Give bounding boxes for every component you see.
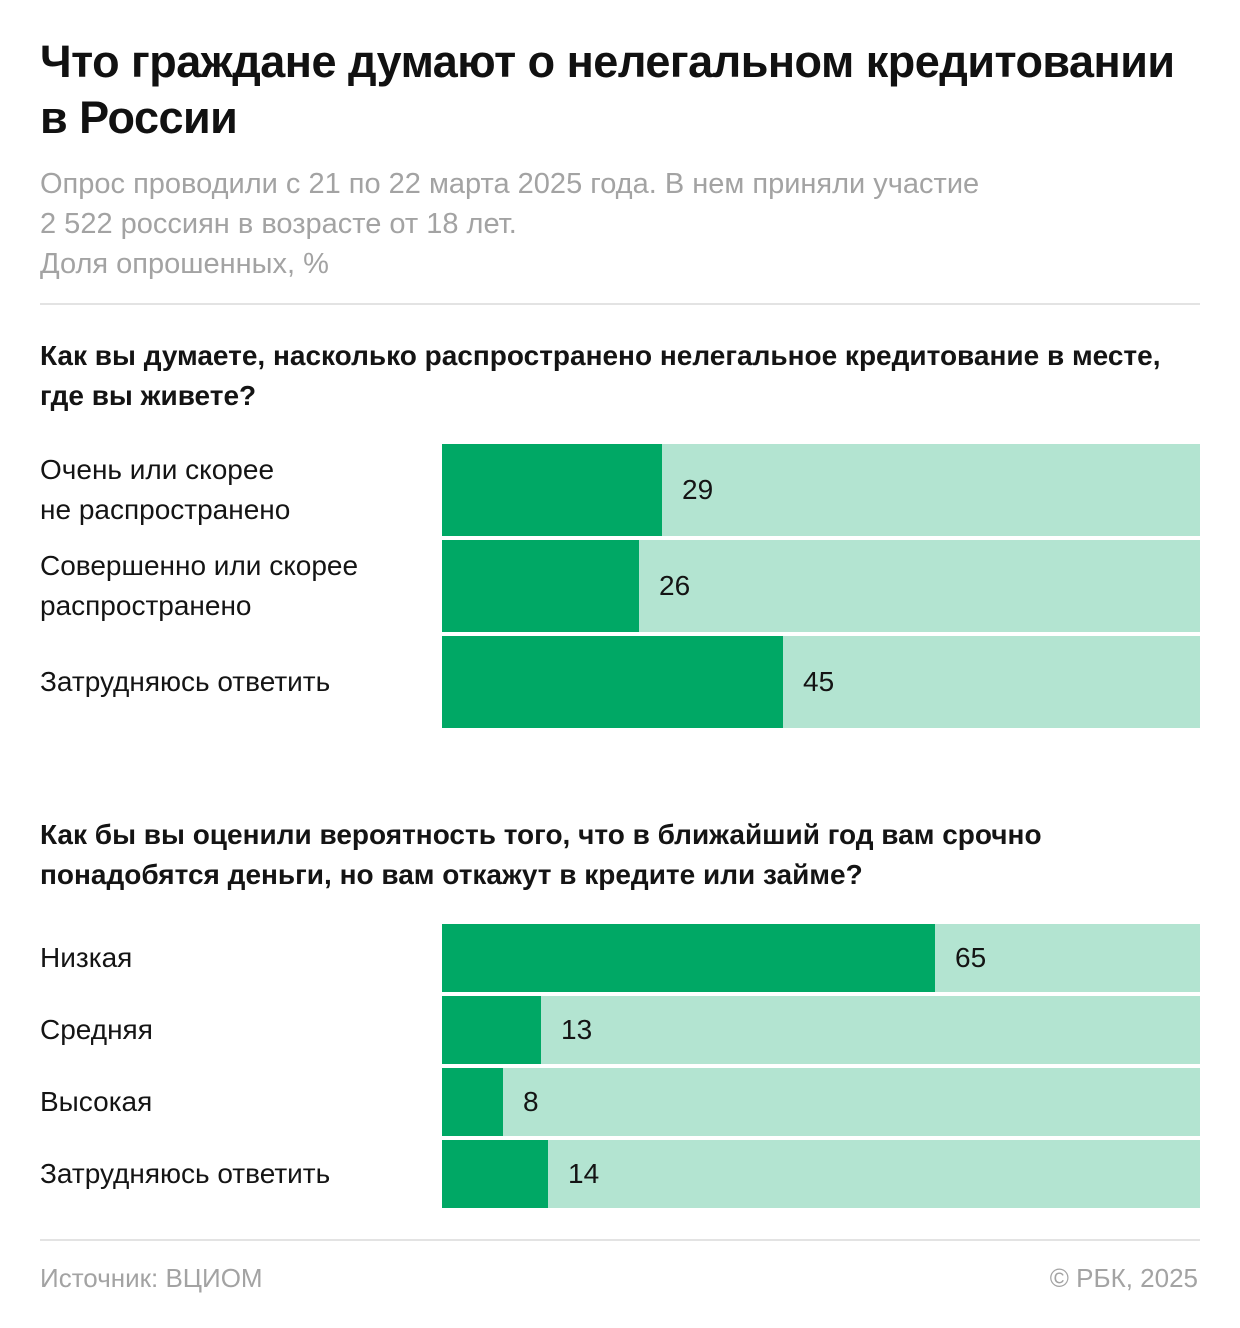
bar: [442, 1140, 548, 1208]
category-label-line: Очень или скорее: [40, 454, 275, 485]
value-label: 65: [955, 942, 987, 973]
chart-2: Низкая 65 Средняя 13 Высокая 8 Затрудняюсь отв…: [40, 924, 1200, 1208]
bar: [442, 924, 935, 992]
value-label: 8: [523, 1086, 539, 1117]
category-label-line: Совершенно или скорее: [40, 550, 359, 581]
category-label: Высокая: [40, 1068, 430, 1136]
category-label: Совершенно или скорее распространено: [40, 540, 430, 632]
category-label-line: Средняя: [40, 1014, 153, 1045]
subtitle: Опрос проводили с 21 по 22 марта 2025 го…: [40, 164, 1200, 284]
copyright-note: © РБК, 2025: [1049, 1263, 1198, 1293]
bar-row: Очень или скорее не распространено 29: [40, 444, 1200, 536]
chart-1: Очень или скорее не распространено 29 Совер…: [40, 444, 1200, 728]
chart-1-title: Как вы думаете, насколько распространено…: [40, 340, 1161, 411]
subtitle-line: Доля опрошенных, %: [40, 248, 329, 280]
bar: [442, 636, 783, 728]
category-label-line: Затрудняюсь ответить: [40, 1158, 331, 1189]
bar-track: 13: [442, 996, 1200, 1064]
bar-track: 26: [442, 540, 1200, 632]
value-label: 29: [682, 474, 714, 505]
value-label: 13: [561, 1014, 593, 1045]
bar-track: 65: [442, 924, 1200, 992]
bar-track: 45: [442, 636, 1200, 728]
subtitle-line: Опрос проводили с 21 по 22 марта 2025 го…: [40, 168, 980, 200]
bottom-divider: [40, 1239, 1200, 1241]
value-label: 45: [803, 666, 835, 697]
category-label-line: Затрудняюсь ответить: [40, 666, 331, 697]
subtitle-line: 2 522 россиян в возрасте от 18 лет.: [40, 208, 517, 240]
category-label: Средняя: [40, 996, 430, 1064]
bar-row: Совершенно или скорее распространено 26: [40, 540, 1200, 632]
category-label-line: распространено: [40, 590, 252, 621]
value-label: 26: [659, 570, 691, 601]
bar: [442, 1068, 503, 1136]
bar-track: 14: [442, 1140, 1200, 1208]
category-label-line: Высокая: [40, 1086, 153, 1117]
bar: [442, 444, 662, 536]
source-note: Источник: ВЦИОМ: [40, 1263, 263, 1293]
category-label-line: не распространено: [40, 494, 291, 525]
category-label: Затрудняюсь ответить: [40, 1140, 430, 1208]
bar-track: 29: [442, 444, 1200, 536]
bar-row: Средняя 13: [40, 996, 1200, 1064]
chart-2-title: Как бы вы оценили вероятность того, что …: [40, 819, 1042, 890]
bar-row: Затрудняюсь ответить 45: [40, 636, 1200, 728]
category-label-line: Низкая: [40, 942, 133, 973]
value-label: 14: [568, 1158, 600, 1189]
category-label: Низкая: [40, 924, 430, 992]
bar-row: Низкая 65: [40, 924, 1200, 992]
bar-row: Высокая 8: [40, 1068, 1200, 1136]
category-label: Затрудняюсь ответить: [40, 636, 430, 728]
bar-row: Затрудняюсь ответить 14: [40, 1140, 1200, 1208]
top-divider: [40, 303, 1200, 305]
bar-track: 8: [442, 1068, 1200, 1136]
category-label: Очень или скорее не распространено: [40, 444, 430, 536]
bar: [442, 540, 639, 632]
bar: [442, 996, 541, 1064]
page-title: Что граждане думают о нелегальном кредит…: [40, 36, 1175, 143]
